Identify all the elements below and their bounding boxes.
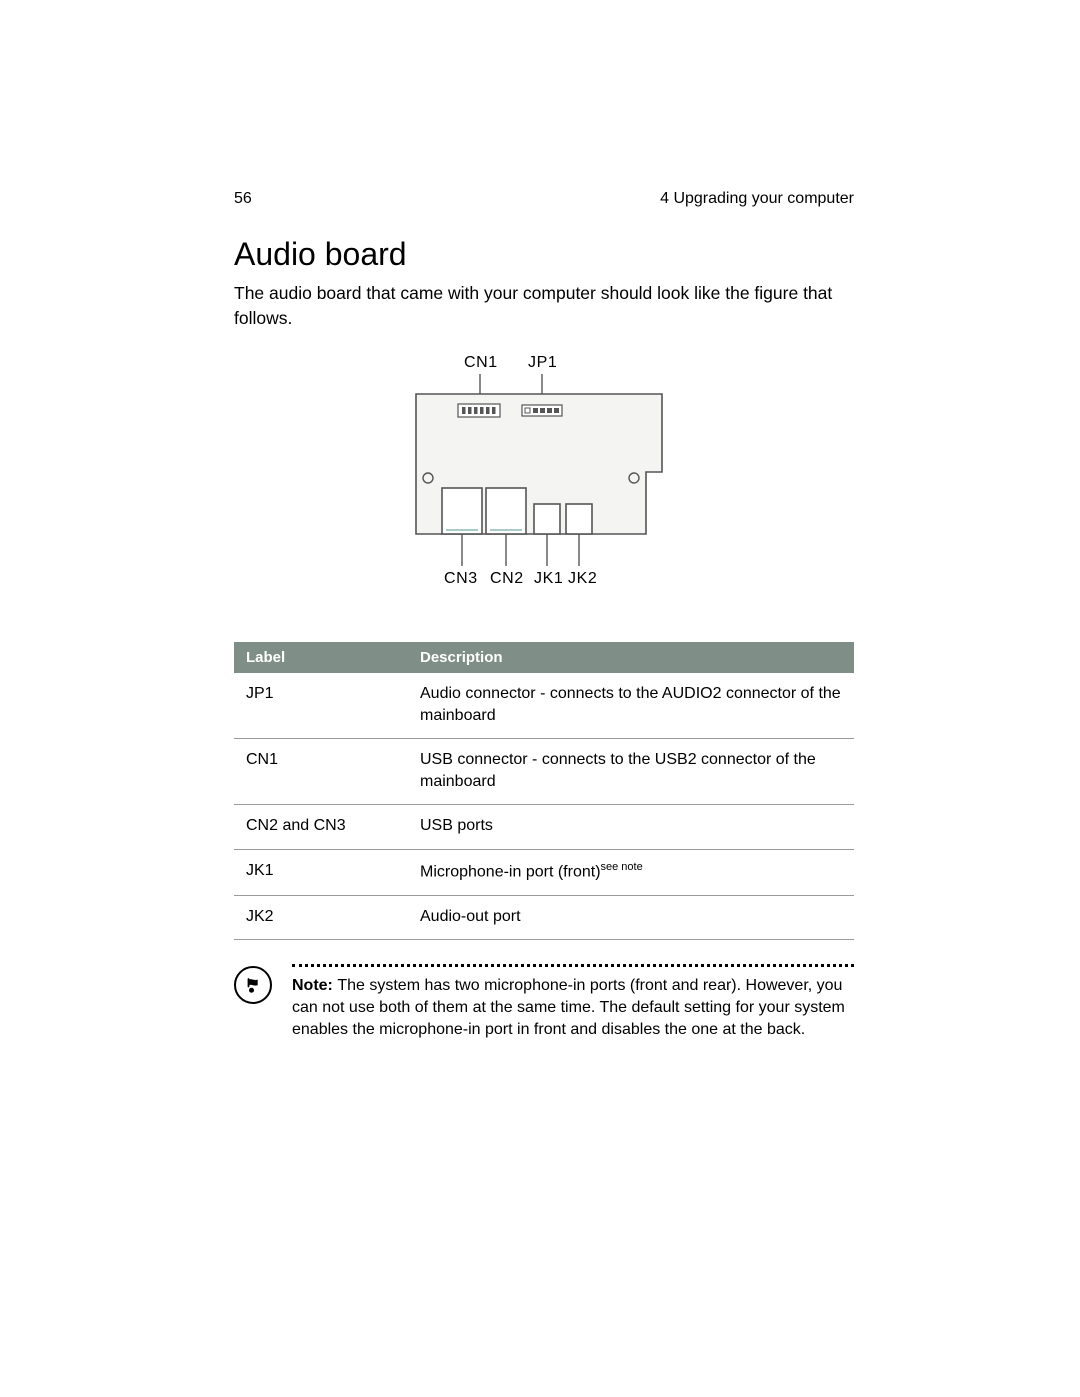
cell-desc: USB ports — [408, 805, 854, 850]
page-number: 56 — [234, 190, 252, 208]
cell-desc: USB connector - connects to the USB2 con… — [408, 739, 854, 805]
diagram-label-cn3: CN3 — [444, 570, 478, 588]
intro-paragraph: The audio board that came with your comp… — [234, 281, 854, 330]
cell-label: CN1 — [234, 739, 408, 805]
label-description-table: Label Description JP1 Audio connector - … — [234, 642, 854, 940]
note-block: Note: The system has two microphone-in p… — [234, 964, 854, 1040]
cell-label: JP1 — [234, 673, 408, 739]
table-row: JK1 Microphone-in port (front)see note — [234, 849, 854, 895]
table-row: JK2 Audio-out port — [234, 895, 854, 940]
cell-desc: Microphone-in port (front)see note — [408, 849, 854, 895]
cell-desc: Audio-out port — [408, 895, 854, 940]
table-row: CN1 USB connector - connects to the USB2… — [234, 739, 854, 805]
table-header-row: Label Description — [234, 642, 854, 673]
diagram-label-jp1: JP1 — [528, 354, 557, 372]
audio-board-diagram: CN1 JP1 CN3 CN2 JK1 JK2 — [394, 354, 694, 614]
col-label: Label — [234, 642, 408, 673]
page-header: 56 4 Upgrading your computer — [234, 190, 854, 208]
footnote-ref: see note — [601, 861, 643, 873]
cell-desc: Audio connector - connects to the AUDIO2… — [408, 673, 854, 739]
chapter-label: 4 Upgrading your computer — [660, 190, 854, 208]
cell-label: CN2 and CN3 — [234, 805, 408, 850]
diagram-label-cn1: CN1 — [464, 354, 498, 372]
dotted-rule — [292, 964, 854, 967]
col-description: Description — [408, 642, 854, 673]
cell-label: JK1 — [234, 849, 408, 895]
diagram-label-jk1: JK1 — [534, 570, 563, 588]
table-row: CN2 and CN3 USB ports — [234, 805, 854, 850]
section-title: Audio board — [234, 236, 854, 273]
note-text: Note: The system has two microphone-in p… — [292, 975, 854, 1040]
diagram-label-cn2: CN2 — [490, 570, 524, 588]
note-icon — [234, 966, 272, 1004]
table-row: JP1 Audio connector - connects to the AU… — [234, 673, 854, 739]
cell-label: JK2 — [234, 895, 408, 940]
diagram-label-jk2: JK2 — [568, 570, 597, 588]
